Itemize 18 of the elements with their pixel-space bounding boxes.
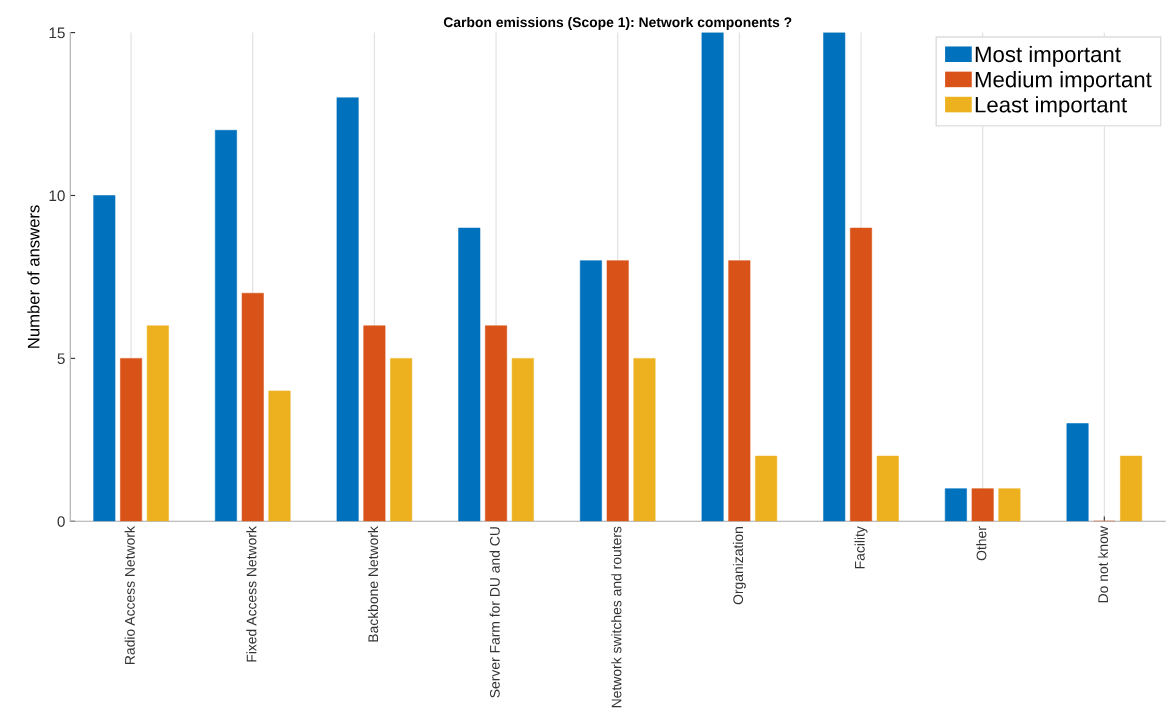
x-tick-label: Facility (854, 526, 868, 569)
y-axis-title: Number of answers (27, 205, 40, 348)
y-tick-label: 5 (57, 353, 65, 365)
x-tick-label: Other (976, 526, 987, 561)
x-tick-label: Organization (732, 527, 746, 605)
y-tick-label: 10 (49, 190, 65, 202)
legend-label: Least important (975, 96, 1127, 117)
x-tick-label: Network switches and routers (611, 526, 622, 708)
legend-label: Medium important (975, 71, 1152, 92)
x-tick-label: Radio Access Network (124, 526, 135, 664)
y-tick-label: 15 (49, 27, 65, 39)
x-tick-label: Fixed Access Network (246, 526, 257, 662)
x-tick-label: Backbone Network (367, 526, 379, 642)
chart-title: Carbon emissions (Scope 1): Network components ? (443, 16, 792, 30)
x-tick-label: Server Farm for DU and CU (489, 527, 500, 698)
x-tick-label: Do not know (1097, 526, 1109, 603)
y-tick-label: 0 (57, 516, 65, 527)
legend-label: Most important (975, 45, 1121, 67)
